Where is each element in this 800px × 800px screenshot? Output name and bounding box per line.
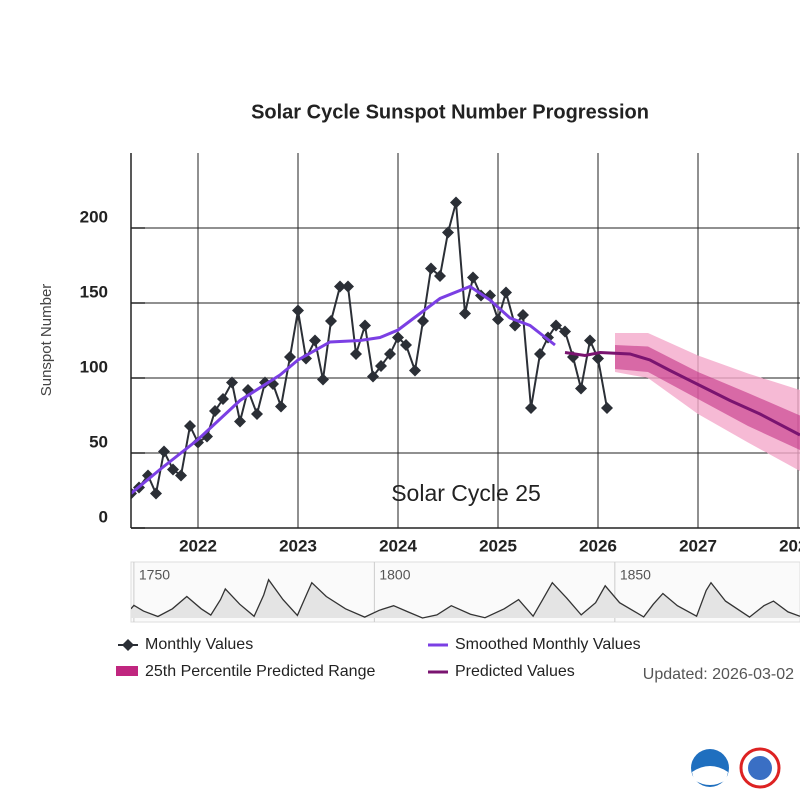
data-point — [525, 402, 537, 414]
x-tick-label: 2028 — [779, 536, 800, 555]
y-axis-label: Sunspot Number — [38, 284, 55, 397]
noaa-logo-wave — [692, 766, 728, 785]
data-point — [342, 280, 354, 293]
data-point — [500, 286, 512, 299]
x-tick-label: 2025 — [479, 536, 517, 555]
data-point — [601, 402, 613, 414]
overview-area — [131, 579, 800, 618]
data-point — [450, 196, 462, 209]
data-point — [375, 360, 387, 372]
data-point — [559, 325, 571, 338]
data-point — [400, 339, 412, 351]
data-point — [459, 307, 471, 320]
overview-chart: 1750 1800 1850 — [130, 561, 800, 623]
data-point — [325, 315, 337, 327]
data-point — [317, 373, 329, 386]
overview-tick-label: 1750 — [139, 567, 170, 583]
series-line — [131, 202, 608, 497]
data-point — [517, 309, 529, 321]
data-point — [192, 436, 204, 449]
x-tick-label: 2027 — [679, 536, 717, 555]
y-tick-label: 200 — [80, 207, 108, 226]
data-point — [417, 315, 429, 327]
x-tick-label: 2023 — [279, 536, 317, 555]
data-point — [175, 469, 187, 482]
data-point — [284, 351, 296, 363]
data-point — [334, 280, 346, 293]
axes — [130, 153, 800, 529]
legend-label: Monthly Values — [145, 636, 253, 653]
data-point — [467, 271, 479, 284]
data-point — [359, 319, 371, 332]
annotation: Solar Cycle 25 — [391, 480, 541, 506]
data-point — [150, 487, 162, 500]
data-point — [309, 334, 321, 347]
data-point — [226, 376, 238, 389]
nws-logo-center — [748, 756, 772, 780]
y-tick-label: 100 — [80, 357, 108, 376]
data-point — [184, 420, 196, 432]
data-point — [534, 348, 546, 360]
data-point — [275, 400, 287, 413]
predicted-range — [615, 345, 800, 450]
data-point — [409, 364, 421, 377]
updated-date: Updated: 2026-03-02 — [643, 666, 794, 683]
data-point — [217, 393, 229, 405]
legend-label: 25th Percentile Predicted Range — [145, 663, 375, 680]
data-point — [442, 226, 454, 239]
data-point — [592, 352, 604, 365]
data-point — [392, 331, 404, 344]
data-point — [167, 463, 179, 476]
data-point — [492, 313, 504, 326]
overview-tick-label: 1850 — [620, 567, 651, 583]
x-tick-label: 2022 — [179, 536, 217, 555]
data-point — [350, 348, 362, 360]
logos — [691, 747, 781, 789]
x-tick-label: 2026 — [579, 536, 617, 555]
x-tick-label: 2024 — [379, 536, 417, 555]
data-point — [367, 370, 379, 383]
data-point — [434, 270, 446, 282]
chart-title: Solar Cycle Sunspot Number Progression — [251, 101, 649, 123]
data-point — [384, 348, 396, 360]
data-point — [584, 334, 596, 347]
data-point — [234, 415, 246, 428]
y-tick-label: 50 — [89, 432, 108, 451]
data-point — [251, 408, 263, 420]
data-point — [158, 445, 170, 458]
series-line — [564, 350, 800, 437]
legend-label: Predicted Values — [455, 663, 575, 680]
overview-plot — [131, 562, 800, 622]
overview-tick-label: 1800 — [379, 567, 410, 583]
plot-area — [131, 153, 800, 528]
y-tick-label: 150 — [80, 282, 108, 301]
legend-swatch — [116, 666, 138, 676]
data-point — [425, 262, 437, 275]
data-point — [550, 319, 562, 332]
legend-marker — [122, 639, 134, 651]
legend-label: Smoothed Monthly Values — [455, 636, 641, 653]
data-point — [209, 405, 221, 417]
overview-line — [131, 578, 800, 619]
legend: Monthly Values Smoothed Monthly Values 2… — [116, 636, 641, 680]
data-point — [575, 382, 587, 395]
data-point — [292, 304, 304, 317]
y-tick-label: 0 — [99, 507, 108, 526]
series-line — [131, 284, 556, 495]
